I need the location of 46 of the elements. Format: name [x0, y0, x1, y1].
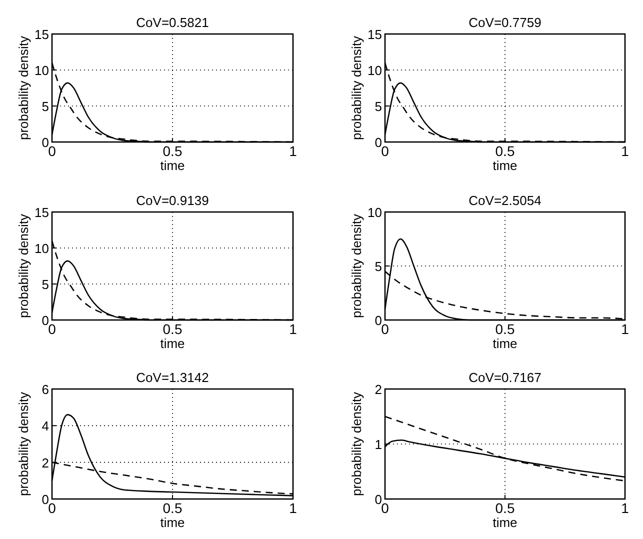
chart-title: CoV=0.7167	[468, 370, 542, 385]
y-tick-label: 2	[374, 382, 382, 397]
x-axis-title: time	[160, 158, 185, 173]
y-axis-title: probability density	[16, 391, 31, 496]
y-tick-label: 5	[42, 99, 49, 114]
y-tick-label: 1	[374, 437, 382, 452]
y-axis-title: probability density	[349, 35, 364, 140]
chart-title: CoV=0.7759	[468, 15, 542, 30]
y-tick-label: 10	[368, 205, 382, 220]
y-tick-label: 15	[368, 27, 382, 42]
y-axis-title: probability density	[16, 213, 31, 318]
x-axis-title: time	[160, 336, 185, 351]
y-axis-title: probability density	[16, 35, 31, 140]
y-tick-label: 10	[368, 63, 382, 78]
x-tick-label: 1	[289, 500, 298, 516]
x-axis-title: time	[160, 515, 185, 530]
x-axis-title: time	[492, 515, 518, 530]
y-tick-label: 2	[42, 455, 49, 470]
y-tick-label: 6	[42, 382, 49, 397]
x-tick-label: 0.5	[162, 321, 182, 337]
x-tick-label: 0.5	[162, 500, 182, 516]
y-tick-label: 5	[42, 277, 49, 292]
x-tick-label: 0.5	[162, 143, 182, 159]
x-tick-label: 1	[621, 143, 630, 159]
x-axis-title: time	[492, 158, 518, 173]
x-tick-label: 0.5	[495, 143, 515, 159]
chart-title: CoV=1.3142	[136, 370, 209, 385]
y-tick-label: 4	[42, 418, 49, 434]
x-tick-label: 1	[289, 143, 298, 159]
x-tick-label: 1	[289, 321, 298, 337]
y-tick-label: 15	[34, 27, 49, 42]
y-tick-label: 5	[374, 99, 382, 114]
x-axis-title: time	[492, 336, 518, 351]
y-axis-title: probability density	[349, 213, 364, 318]
chart-title: CoV=0.5821	[136, 15, 209, 30]
y-tick-label: 5	[374, 259, 382, 274]
x-tick-label: 0.5	[495, 500, 515, 516]
y-tick-label: 15	[34, 205, 49, 220]
y-axis-title: probability density	[349, 391, 364, 496]
x-tick-label: 1	[621, 500, 630, 516]
x-tick-label: 0.5	[495, 321, 515, 337]
chart-title: CoV=2.5054	[468, 193, 542, 208]
chart-title: CoV=0.9139	[136, 193, 209, 208]
y-tick-label: 10	[34, 63, 49, 78]
x-tick-label: 1	[621, 321, 630, 337]
y-tick-label: 10	[34, 241, 49, 256]
